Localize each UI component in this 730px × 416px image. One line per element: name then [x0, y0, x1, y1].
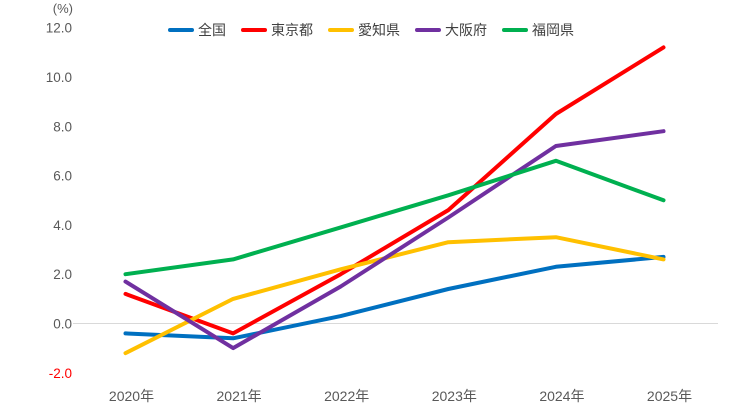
legend-item-label: 全国 — [198, 22, 226, 38]
legend-item-label: 大阪府 — [445, 22, 487, 38]
legend-item-label: 福岡県 — [532, 22, 574, 38]
legend-line-swatch-icon — [502, 28, 528, 32]
legend-item-3: 大阪府 — [415, 20, 487, 40]
series-line-2 — [123, 235, 666, 356]
chart-legend: 全国 東京都 愛知県 大阪府 福岡県 — [168, 20, 574, 40]
legend-item-2: 愛知県 — [328, 20, 400, 40]
y-axis-tick-label: 12.0 — [46, 21, 72, 36]
legend-item-4: 福岡県 — [502, 20, 574, 40]
x-axis-tick-label: 2024年 — [539, 388, 584, 404]
y-axis-tick-label: 10.0 — [46, 70, 72, 85]
series-line-0 — [123, 254, 666, 341]
y-axis-tick-label: 6.0 — [53, 169, 72, 184]
legend-line-swatch-icon — [168, 28, 194, 32]
y-axis-unit-label: (%) — [52, 1, 73, 16]
x-axis-tick-label: 2021年 — [217, 388, 262, 404]
legend-item-label: 東京都 — [271, 22, 313, 38]
y-axis-tick-label: 4.0 — [53, 218, 72, 233]
legend-item-1: 東京都 — [241, 20, 313, 40]
legend-line-swatch-icon — [241, 28, 267, 32]
y-axis-tick-label: 0.0 — [53, 317, 72, 332]
legend-line-swatch-icon — [415, 28, 441, 32]
series-line-4 — [123, 158, 666, 277]
legend-item-label: 愛知県 — [358, 22, 400, 38]
x-axis-tick-label: 2025年 — [647, 388, 692, 404]
y-axis-tick-label: 8.0 — [53, 119, 72, 134]
series-line-1 — [123, 45, 666, 336]
x-axis-tick-label: 2023年 — [432, 388, 477, 404]
legend-item-0: 全国 — [168, 20, 226, 40]
x-axis-tick-label: 2022年 — [324, 388, 369, 404]
y-axis-tick-label: 2.0 — [53, 267, 72, 282]
x-axis-tick-label: 2020年 — [109, 388, 154, 404]
series-line-3 — [123, 129, 666, 351]
legend-line-swatch-icon — [328, 28, 354, 32]
y-axis-tick-label: -2.0 — [49, 366, 72, 381]
